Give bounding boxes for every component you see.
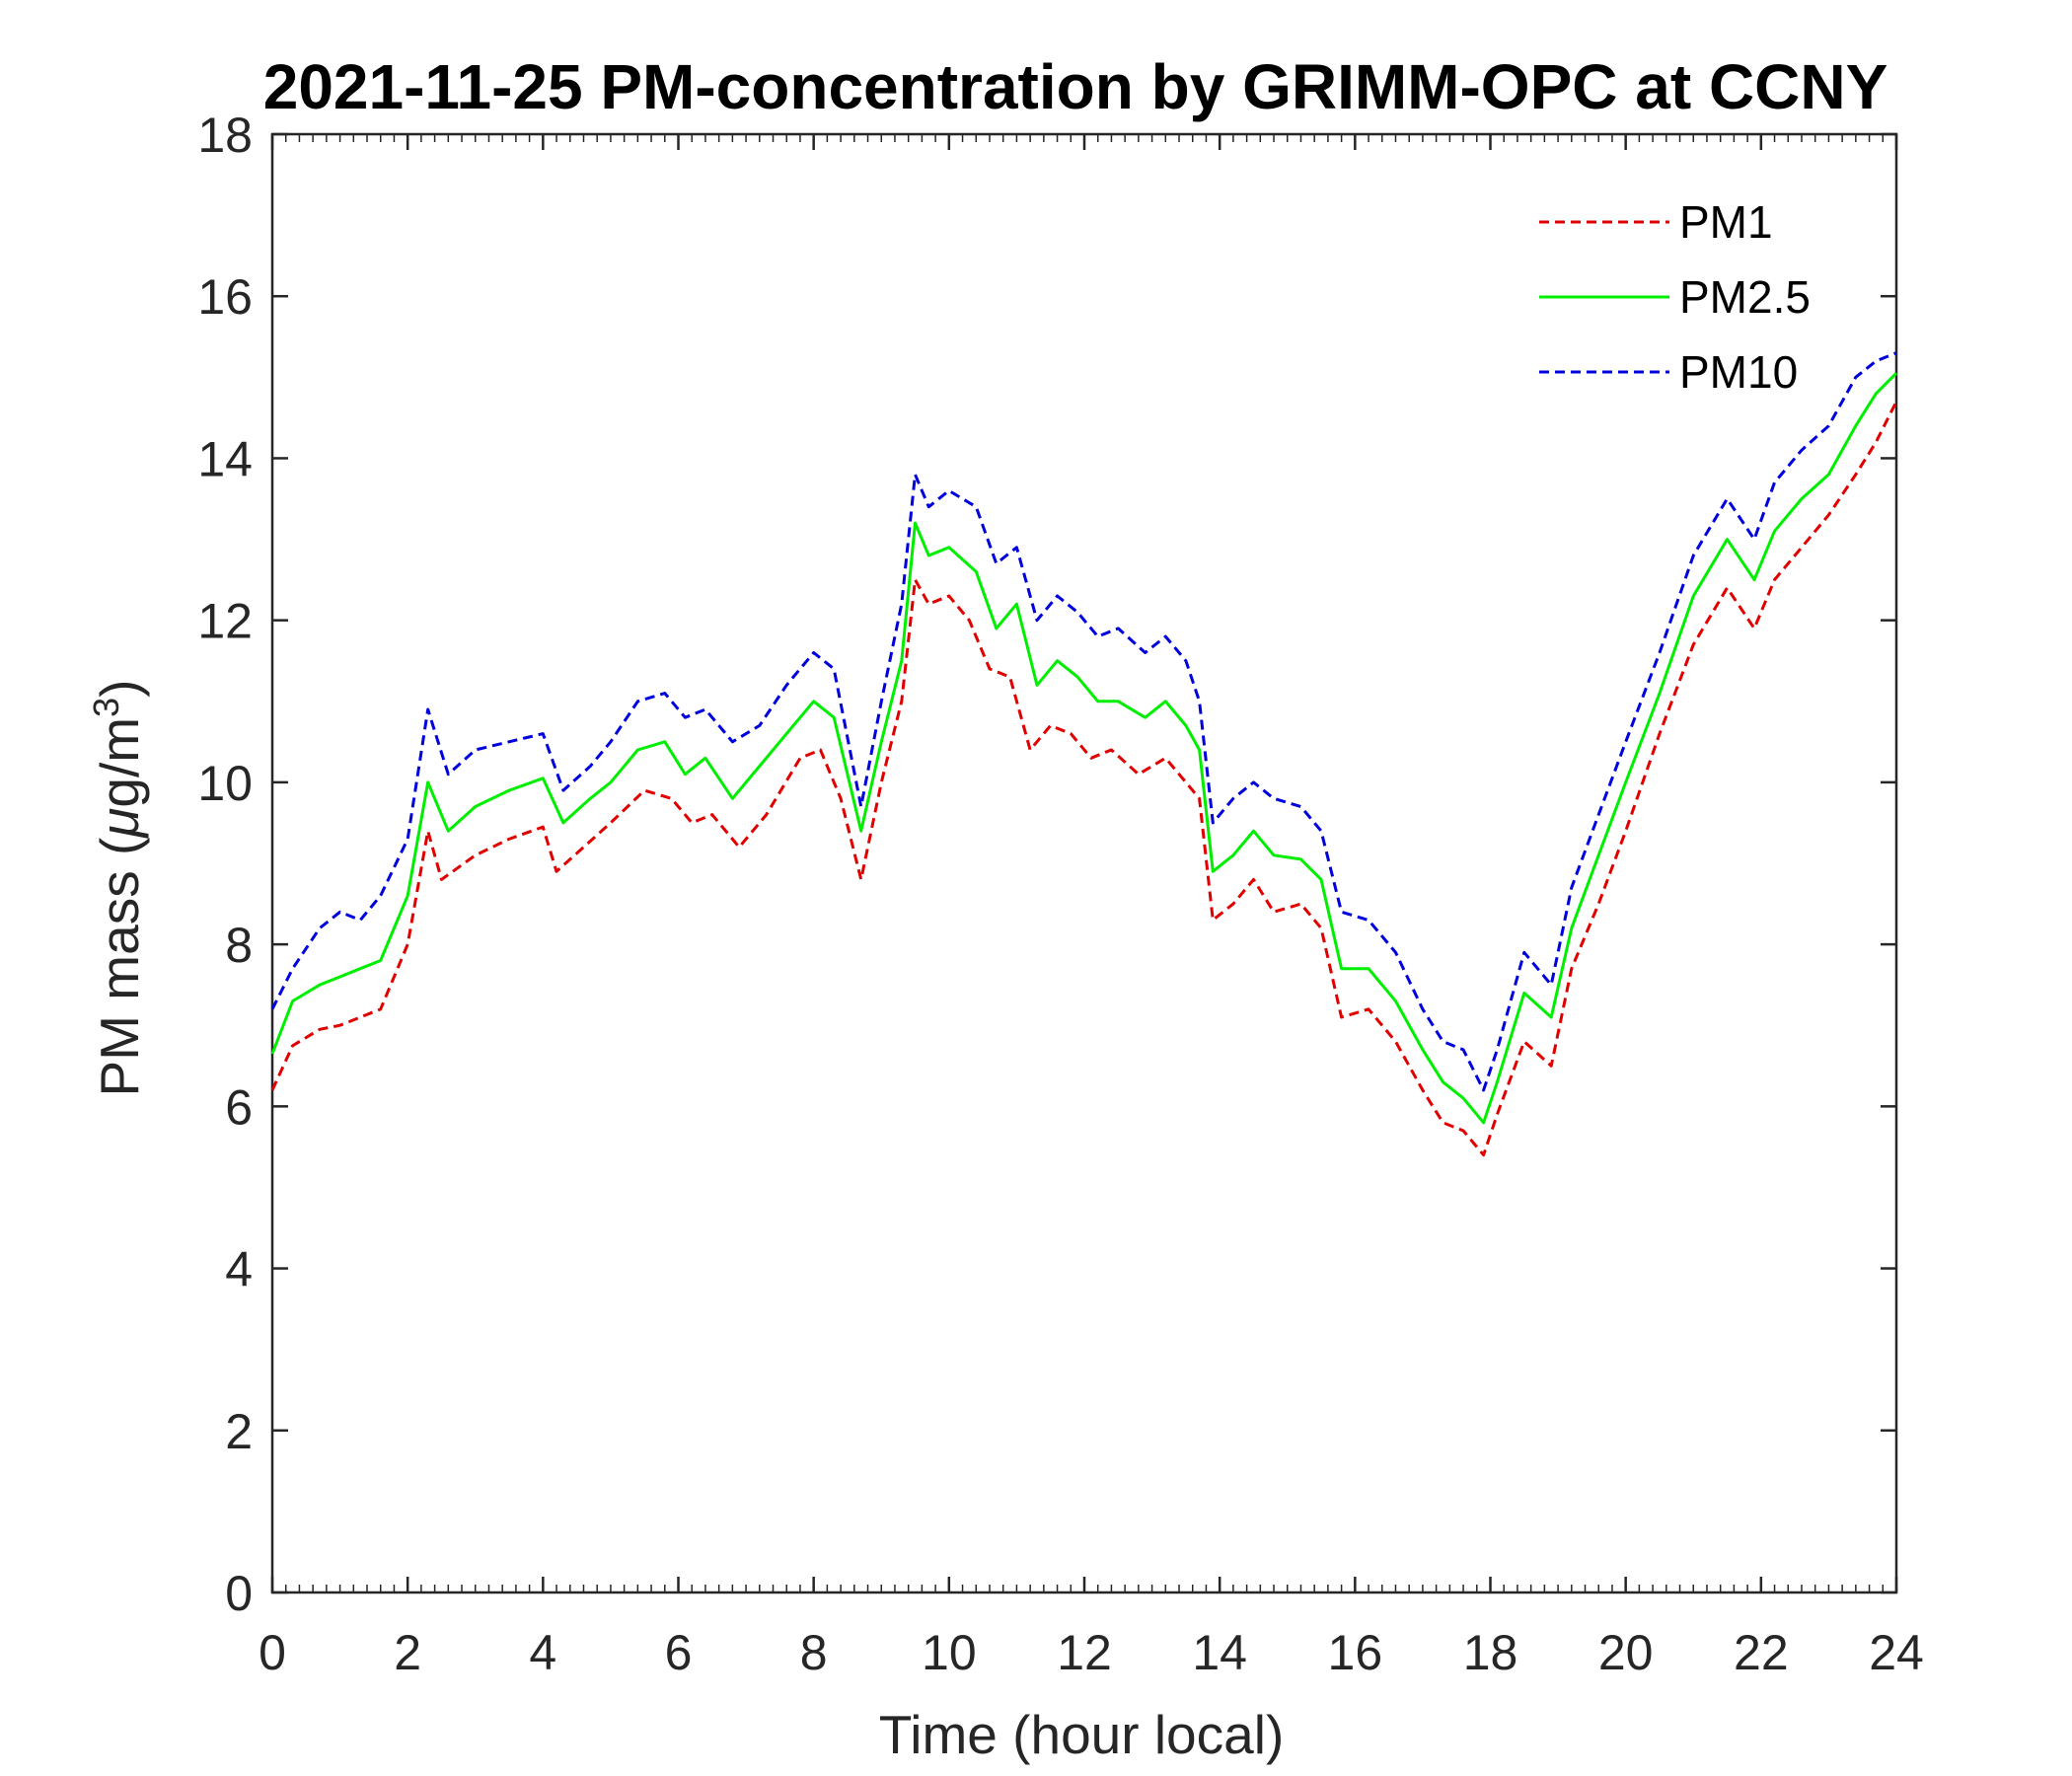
series-line-pm1 [270, 401, 1898, 1157]
y-tick-label: 2 [225, 1404, 253, 1459]
x-tick-label: 22 [1734, 1625, 1789, 1680]
y-tick-label: 0 [225, 1566, 253, 1621]
y-tick-label: 18 [197, 108, 253, 163]
x-tick-label: 14 [1192, 1625, 1247, 1680]
y-axis-label-main: PM mass ( [89, 838, 150, 1097]
x-tick-label: 0 [259, 1625, 286, 1680]
y-axis-label: PM mass (μg/m3) [86, 680, 151, 1097]
plot-area [270, 132, 1898, 1594]
x-tick-label: 8 [800, 1625, 828, 1680]
y-tick-label: 6 [225, 1079, 253, 1135]
x-tick-label: 6 [665, 1625, 693, 1680]
y-tick-label: 4 [225, 1242, 253, 1297]
legend: PM1 PM2.5 PM10 [1539, 196, 1811, 398]
y-tick-label: 12 [197, 594, 253, 649]
y-tick-label: 8 [225, 918, 253, 973]
x-axis-label: Time (hour local) [879, 1704, 1285, 1765]
x-tick-label: 10 [922, 1625, 977, 1680]
legend-label: PM1 [1679, 196, 1773, 248]
x-tick-label: 18 [1463, 1625, 1518, 1680]
y-tick-label: 14 [197, 431, 253, 486]
y-tick-label: 10 [197, 756, 253, 811]
axes-box [270, 132, 1898, 1594]
x-tick-label: 12 [1057, 1625, 1112, 1680]
x-tick-label: 2 [394, 1625, 421, 1680]
x-tick-label: 16 [1328, 1625, 1383, 1680]
series-group [270, 351, 1898, 1157]
y-axis-label-close: ) [89, 680, 150, 698]
series-line-pm25 [270, 372, 1898, 1125]
y-tick-label: 16 [197, 269, 253, 325]
y-axis-label-mu: μ [89, 808, 150, 840]
legend-label: PM10 [1679, 346, 1798, 398]
y-axis-label-unit: g/m [89, 717, 150, 808]
legend-label: PM2.5 [1679, 271, 1811, 323]
x-tick-label: 4 [529, 1625, 556, 1680]
y-axis-label-sup: 3 [86, 698, 126, 717]
x-tick-label: 24 [1869, 1625, 1924, 1680]
chart-title: 2021-11-25 PM-concentration by GRIMM-OPC… [263, 51, 1888, 122]
x-tick-label: 20 [1598, 1625, 1654, 1680]
series-line-pm10 [270, 351, 1897, 1092]
